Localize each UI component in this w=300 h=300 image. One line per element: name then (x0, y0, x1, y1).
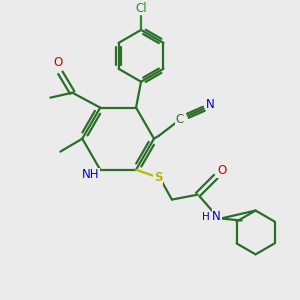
Text: C: C (176, 113, 184, 126)
Text: O: O (217, 164, 226, 177)
Text: O: O (54, 56, 63, 69)
Text: N: N (206, 98, 215, 111)
Text: Cl: Cl (135, 2, 147, 14)
Text: N: N (212, 210, 221, 223)
Text: H: H (202, 212, 210, 221)
Text: S: S (154, 171, 162, 184)
Text: NH: NH (82, 168, 99, 181)
